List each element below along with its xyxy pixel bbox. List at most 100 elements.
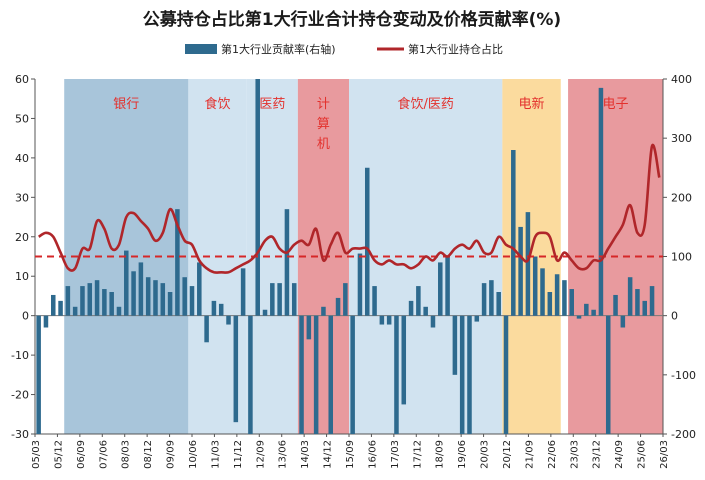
x-tick-label: 08/12 <box>143 440 154 469</box>
contribution-bar <box>226 315 231 325</box>
contribution-bar <box>511 150 516 316</box>
contribution-bar <box>649 286 655 316</box>
left-tick-label: 50 <box>15 112 29 125</box>
contribution-bar <box>299 315 304 434</box>
x-tick-label: 14/03 <box>300 440 311 469</box>
contribution-bar <box>423 306 428 316</box>
right-tick-label: -200 <box>671 428 696 441</box>
right-tick-label: 300 <box>671 132 692 145</box>
region-label-3-1: 算 <box>317 117 330 132</box>
left-tick-label: 0 <box>22 310 29 323</box>
contribution-bar <box>87 283 93 316</box>
right-tick-label: 200 <box>671 191 692 204</box>
contribution-bar <box>291 283 297 316</box>
contribution-bar <box>284 209 290 316</box>
contribution-bar <box>452 315 458 375</box>
contribution-bar <box>138 262 144 316</box>
contribution-bar <box>94 280 100 316</box>
contribution-bar <box>277 283 282 316</box>
contribution-bar <box>36 315 41 434</box>
contribution-bar <box>642 300 648 316</box>
contribution-bar <box>467 315 472 434</box>
contribution-bar <box>182 277 187 316</box>
left-tick-label: -20 <box>11 389 29 402</box>
x-tick-label: 11/12 <box>233 440 244 469</box>
contribution-bar <box>116 306 122 316</box>
contribution-bar <box>131 271 136 316</box>
legend-label-holding: 第1大行业持仓占比 <box>408 42 503 56</box>
region-label-4: 食饮/医药 <box>397 96 453 112</box>
legend-label-contribution: 第1大行业贡献率(右轴) <box>221 42 336 56</box>
contribution-bar <box>328 315 334 434</box>
contribution-bar <box>554 274 560 316</box>
region-label-5: 电新 <box>519 96 545 112</box>
contribution-bar <box>197 262 202 316</box>
x-tick-label: 18/09 <box>435 440 446 469</box>
left-tick-label: -30 <box>11 428 29 441</box>
legend-swatch-contribution <box>185 44 217 54</box>
region-label-0: 银行 <box>113 97 139 112</box>
x-tick-label: 17/03 <box>390 440 401 469</box>
contribution-bar <box>102 289 107 316</box>
contribution-bar <box>430 315 436 328</box>
contribution-bar <box>321 306 326 316</box>
x-tick-label: 05/12 <box>53 440 64 469</box>
contribution-bar <box>109 292 114 316</box>
contribution-bar <box>620 315 626 328</box>
contribution-bar <box>379 315 385 325</box>
contribution-bar <box>80 286 85 316</box>
contribution-bar <box>401 315 407 405</box>
contribution-bar <box>372 286 377 316</box>
left-tick-label: 40 <box>15 152 29 165</box>
region-labels: 银行 食饮 医药 计算机 食饮/医药 电新 电子 <box>113 96 628 152</box>
region-label-1: 食饮 <box>205 96 231 112</box>
x-tick-label: 16/06 <box>367 440 378 469</box>
holding-line-layer <box>37 143 661 274</box>
contribution-bar <box>50 294 56 316</box>
right-axis: -200 -100 0 100 200 300 400 <box>663 73 696 441</box>
right-tick-label: -100 <box>671 369 696 382</box>
contribution-bar <box>189 286 195 316</box>
contribution-bar <box>598 87 604 316</box>
x-tick-label: 20/12 <box>502 440 513 469</box>
contribution-bar <box>547 292 553 316</box>
contribution-bar <box>255 79 260 316</box>
contribution-bar <box>233 315 239 423</box>
x-tick-label: 15/09 <box>345 440 356 469</box>
x-tick-label: 26/03 <box>659 440 670 469</box>
x-tick-label: 06/09 <box>76 440 87 469</box>
region-label-2: 医药 <box>259 97 285 112</box>
contribution-bar <box>489 280 494 316</box>
contribution-bar <box>416 286 421 316</box>
holding-ratio-line <box>37 143 661 274</box>
contribution-bar <box>584 303 589 316</box>
contribution-bar <box>394 315 399 434</box>
contribution-bar <box>605 315 611 434</box>
contribution-bar <box>459 315 465 434</box>
x-tick-label: 12/09 <box>255 440 266 469</box>
left-tick-label: -10 <box>11 349 29 362</box>
contribution-bar <box>211 300 217 316</box>
contribution-bar <box>335 297 341 316</box>
contribution-bar <box>576 315 582 319</box>
contribution-bar <box>591 309 596 316</box>
x-axis: 05/03 05/12 06/09 07/06 08/03 08/12 09/09 10/06… <box>31 434 670 469</box>
contribution-bar <box>204 315 209 343</box>
contribution-bar <box>613 294 618 316</box>
left-tick-label: 20 <box>15 231 29 244</box>
contribution-bar <box>635 289 640 316</box>
contribution-bar <box>270 283 275 316</box>
contribution-bar <box>43 315 49 328</box>
contribution-bar <box>474 315 480 322</box>
contribution-bar <box>240 268 246 316</box>
contribution-bar <box>153 280 158 316</box>
x-tick-label: 13/06 <box>278 440 289 469</box>
contribution-bar <box>532 256 538 316</box>
contribution-bar <box>160 283 166 316</box>
legend: 第1大行业贡献率(右轴) 第1大行业持仓占比 <box>185 42 503 56</box>
left-axis: -30 -20 -10 0 10 20 30 40 50 60 <box>11 73 35 441</box>
contribution-bar <box>343 283 348 316</box>
left-tick-label: 30 <box>15 191 29 204</box>
contribution-bar <box>124 250 129 316</box>
